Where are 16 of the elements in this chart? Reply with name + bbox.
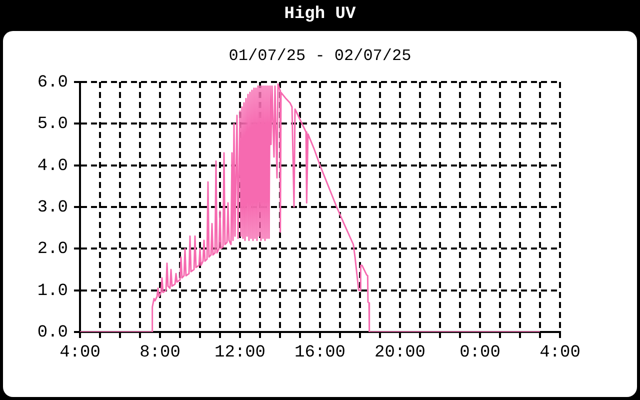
x-tick-label: 12:00 bbox=[214, 344, 266, 363]
x-tick-label: 20:00 bbox=[374, 344, 426, 363]
x-tick-label: 4:00 bbox=[60, 344, 100, 363]
y-tick-label: 6.0 bbox=[37, 74, 68, 92]
y-tick-label: 0.0 bbox=[37, 324, 68, 342]
x-tick-label: 16:00 bbox=[294, 344, 346, 363]
y-tick-label: 3.0 bbox=[37, 198, 68, 218]
x-tick-label: 4:00 bbox=[540, 344, 580, 363]
y-tick-label: 1.0 bbox=[37, 282, 68, 301]
x-tick-label: 0:00 bbox=[460, 344, 500, 363]
chart-title: High UV bbox=[283, 5, 357, 24]
x-tick-label: 8:00 bbox=[140, 344, 180, 363]
y-tick-label: 4.0 bbox=[37, 156, 68, 176]
chart-subtitle: 01/07/25 - 02/07/25 bbox=[228, 47, 412, 65]
y-tick-label: 2.0 bbox=[37, 240, 68, 260]
y-tick-label: 5.0 bbox=[37, 115, 68, 134]
